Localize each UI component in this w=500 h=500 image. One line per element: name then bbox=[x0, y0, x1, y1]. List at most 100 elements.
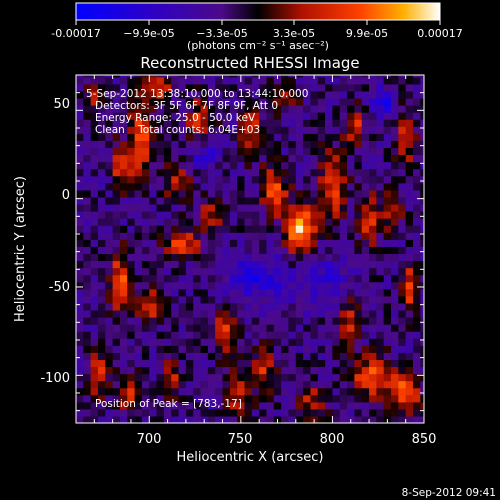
heatmap-cell bbox=[171, 366, 180, 375]
heatmap-cell bbox=[76, 387, 84, 396]
heatmap-cell bbox=[207, 317, 216, 325]
heatmap-cell bbox=[259, 408, 268, 417]
heatmap-cell bbox=[127, 352, 136, 361]
heatmap-cell bbox=[83, 295, 92, 304]
heatmap-cell bbox=[295, 373, 304, 382]
heatmap-cell bbox=[119, 140, 128, 149]
heatmap-cell bbox=[76, 260, 84, 269]
heatmap-cell bbox=[361, 359, 370, 368]
footer-timestamp: 8-Sep-2012 09:41 bbox=[402, 487, 496, 499]
heatmap-cell bbox=[185, 154, 194, 163]
heatmap-cell bbox=[317, 211, 326, 219]
heatmap-cell bbox=[259, 309, 268, 318]
heatmap-cell bbox=[259, 218, 268, 226]
heatmap-cell bbox=[259, 267, 268, 276]
heatmap-cell bbox=[251, 133, 260, 141]
heatmap-cell bbox=[295, 196, 304, 205]
heatmap-cell bbox=[244, 373, 253, 382]
heatmap-cell bbox=[127, 401, 136, 410]
heatmap-cell bbox=[229, 133, 238, 141]
heatmap-cell bbox=[347, 359, 355, 368]
heatmap-cell bbox=[317, 76, 326, 85]
heatmap-cell bbox=[376, 211, 385, 219]
heatmap-cell bbox=[288, 274, 297, 283]
heatmap-cell bbox=[361, 345, 370, 353]
heatmap-cell bbox=[156, 218, 165, 226]
heatmap-cell bbox=[391, 401, 399, 410]
heatmap-cell bbox=[317, 309, 326, 318]
heatmap-cell bbox=[215, 140, 224, 149]
heatmap-cell bbox=[354, 345, 363, 353]
heatmap-cell bbox=[112, 154, 121, 163]
heatmap-cell bbox=[178, 401, 187, 410]
heatmap-cell bbox=[369, 211, 377, 219]
heatmap-cell bbox=[251, 76, 260, 85]
heatmap-cell bbox=[171, 387, 180, 396]
heatmap-cell bbox=[391, 182, 399, 191]
heatmap-cell bbox=[141, 324, 150, 332]
heatmap-cell bbox=[76, 175, 84, 184]
heatmap-cell bbox=[119, 189, 128, 198]
heatmap-cell bbox=[259, 83, 268, 92]
heatmap-cell bbox=[83, 112, 92, 120]
heatmap-cell bbox=[193, 83, 202, 92]
heatmap-cell bbox=[83, 274, 92, 283]
heatmap-cell bbox=[376, 154, 385, 163]
heatmap-cell bbox=[163, 317, 172, 325]
heatmap-cell bbox=[361, 154, 370, 163]
heatmap-cell bbox=[325, 401, 334, 410]
heatmap-cell bbox=[215, 154, 224, 163]
heatmap-cell bbox=[295, 408, 304, 417]
heatmap-cell bbox=[281, 373, 290, 382]
heatmap-cell bbox=[339, 189, 348, 198]
heatmap-cell bbox=[207, 112, 216, 120]
heatmap-cell bbox=[149, 232, 158, 240]
heatmap-cell bbox=[163, 112, 172, 120]
heatmap-cell bbox=[237, 168, 246, 177]
heatmap-cell bbox=[97, 196, 106, 205]
heatmap-cell bbox=[281, 76, 290, 85]
heatmap-cell bbox=[295, 232, 304, 240]
heatmap-cell bbox=[369, 161, 377, 170]
heatmap-cell bbox=[207, 140, 216, 149]
heatmap-cell bbox=[288, 394, 297, 403]
heatmap-cell bbox=[215, 274, 224, 283]
heatmap-cell bbox=[156, 232, 165, 240]
heatmap-cell bbox=[420, 281, 424, 290]
heatmap-cell bbox=[266, 331, 275, 339]
heatmap-cell bbox=[112, 225, 121, 233]
heatmap-cell bbox=[361, 408, 370, 417]
heatmap-cell bbox=[244, 260, 253, 269]
heatmap-cell bbox=[76, 189, 84, 198]
heatmap-cell bbox=[149, 274, 158, 283]
heatmap-cell bbox=[76, 274, 84, 283]
heatmap-cell bbox=[171, 232, 180, 240]
heatmap-cell bbox=[295, 302, 304, 311]
heatmap-cell bbox=[156, 168, 165, 177]
heatmap-cell bbox=[295, 260, 304, 269]
heatmap-cell bbox=[178, 105, 187, 113]
heatmap-cell bbox=[281, 274, 290, 283]
heatmap-cell bbox=[119, 175, 128, 184]
heatmap-cell bbox=[376, 168, 385, 177]
heatmap-cell bbox=[332, 338, 341, 346]
heatmap-cell bbox=[119, 387, 128, 396]
heatmap-cell bbox=[310, 267, 319, 276]
heatmap-cell bbox=[310, 90, 319, 99]
colorbar-ticks bbox=[75, 20, 441, 25]
heatmap-cell bbox=[325, 126, 334, 134]
heatmap-cell bbox=[347, 309, 355, 318]
heatmap-cell bbox=[185, 373, 194, 382]
heatmap-cell bbox=[383, 352, 392, 361]
heatmap-cell bbox=[376, 352, 385, 361]
heatmap-cell bbox=[112, 112, 121, 120]
heatmap-cell bbox=[361, 331, 370, 339]
heatmap-cell bbox=[97, 408, 106, 417]
heatmap-cell bbox=[244, 232, 253, 240]
heatmap-cell bbox=[391, 140, 399, 149]
heatmap-cell bbox=[76, 380, 84, 389]
heatmap-cell bbox=[295, 359, 304, 368]
heatmap-cell bbox=[83, 140, 92, 149]
heatmap-cell bbox=[215, 302, 224, 311]
